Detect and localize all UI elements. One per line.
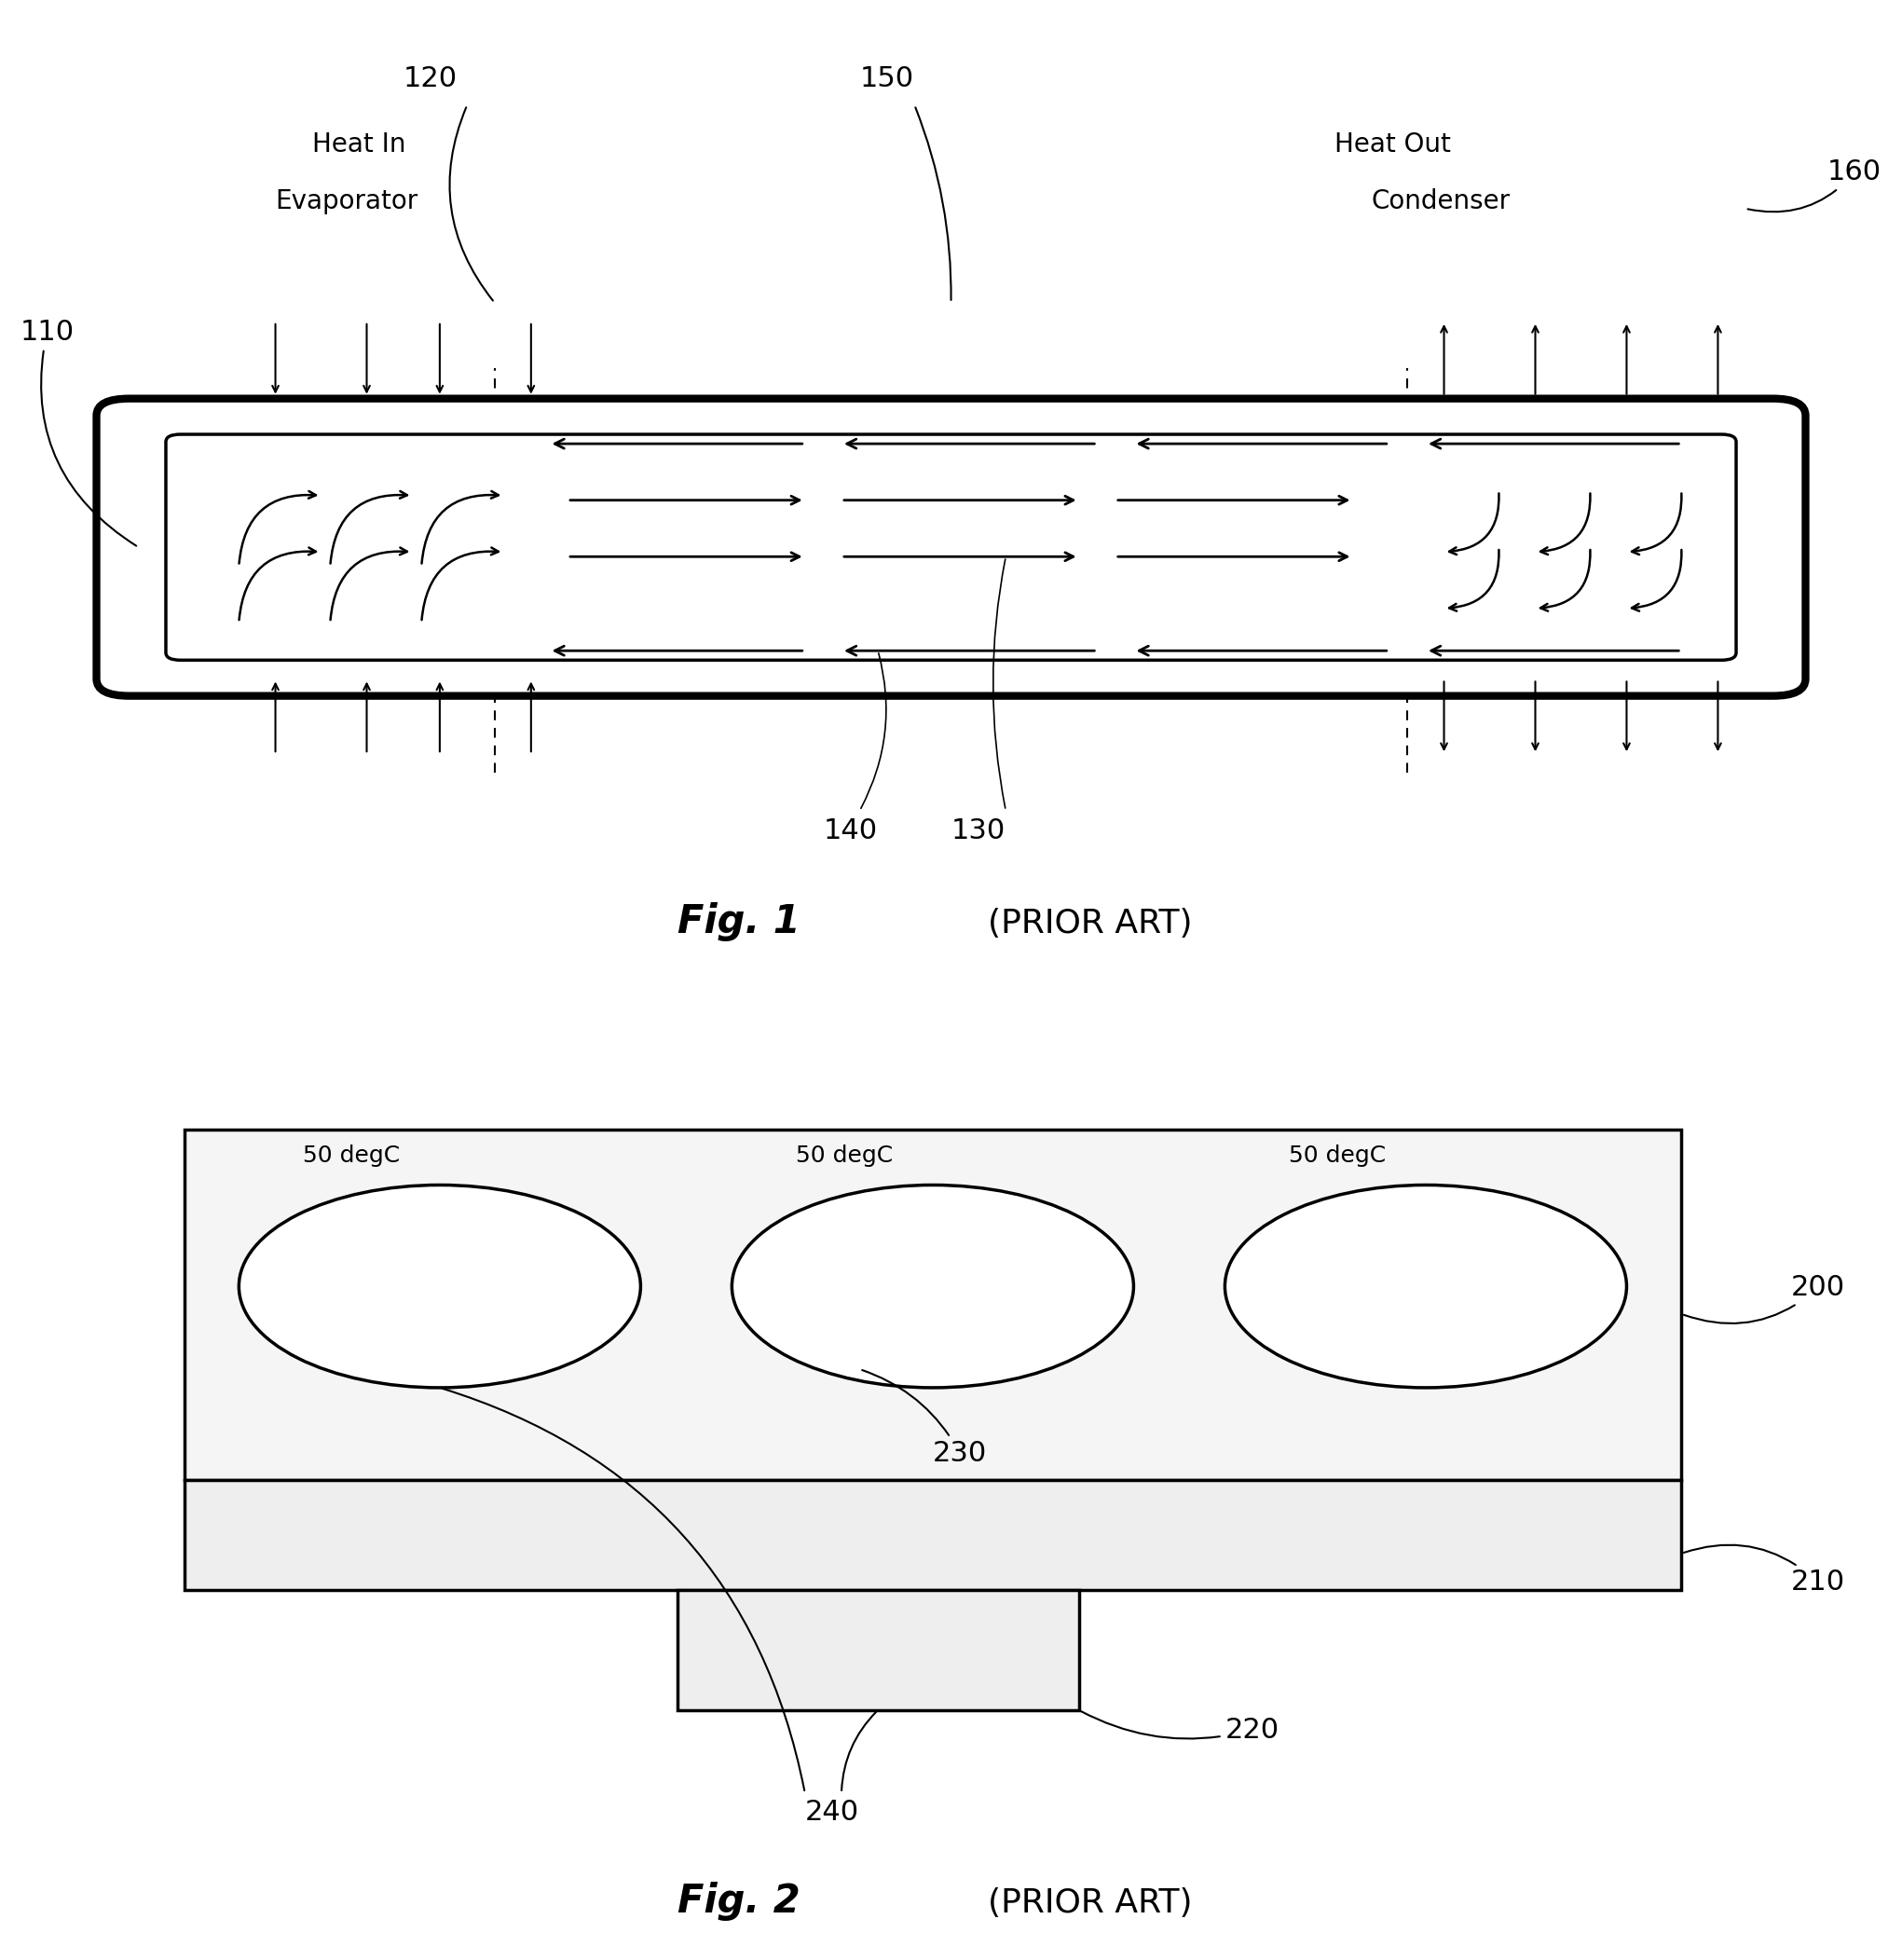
Bar bbox=[184, 1129, 1681, 1480]
Text: 210: 210 bbox=[1683, 1544, 1845, 1595]
Circle shape bbox=[1225, 1186, 1626, 1388]
Text: Heat In: Heat In bbox=[312, 131, 405, 157]
Bar bbox=[184, 1480, 1681, 1590]
Text: Evaporator: Evaporator bbox=[276, 188, 418, 214]
FancyBboxPatch shape bbox=[165, 435, 1737, 661]
Text: 110: 110 bbox=[19, 319, 137, 545]
Text: 120: 120 bbox=[403, 65, 456, 92]
Text: 50 degC: 50 degC bbox=[1290, 1145, 1387, 1166]
Bar bbox=[677, 1590, 1078, 1709]
Text: 150: 150 bbox=[860, 65, 913, 92]
Text: (PRIOR ART): (PRIOR ART) bbox=[987, 907, 1193, 939]
Text: 50 degC: 50 degC bbox=[795, 1145, 892, 1166]
Text: 140: 140 bbox=[824, 817, 877, 845]
Text: 130: 130 bbox=[951, 817, 1006, 845]
Text: Heat Out: Heat Out bbox=[1335, 131, 1451, 157]
FancyBboxPatch shape bbox=[97, 398, 1805, 696]
Text: Condenser: Condenser bbox=[1371, 188, 1510, 214]
Circle shape bbox=[732, 1186, 1134, 1388]
Text: 160: 160 bbox=[1748, 159, 1881, 212]
Text: (PRIOR ART): (PRIOR ART) bbox=[987, 1887, 1193, 1919]
Circle shape bbox=[240, 1186, 641, 1388]
Text: Fig. 1: Fig. 1 bbox=[677, 902, 801, 941]
Text: 230: 230 bbox=[862, 1370, 987, 1466]
Text: 200: 200 bbox=[1683, 1274, 1845, 1323]
Text: 220: 220 bbox=[1080, 1711, 1278, 1742]
Text: Fig. 2: Fig. 2 bbox=[677, 1882, 801, 1921]
Text: 240: 240 bbox=[805, 1799, 860, 1827]
Text: 50 degC: 50 degC bbox=[302, 1145, 399, 1166]
